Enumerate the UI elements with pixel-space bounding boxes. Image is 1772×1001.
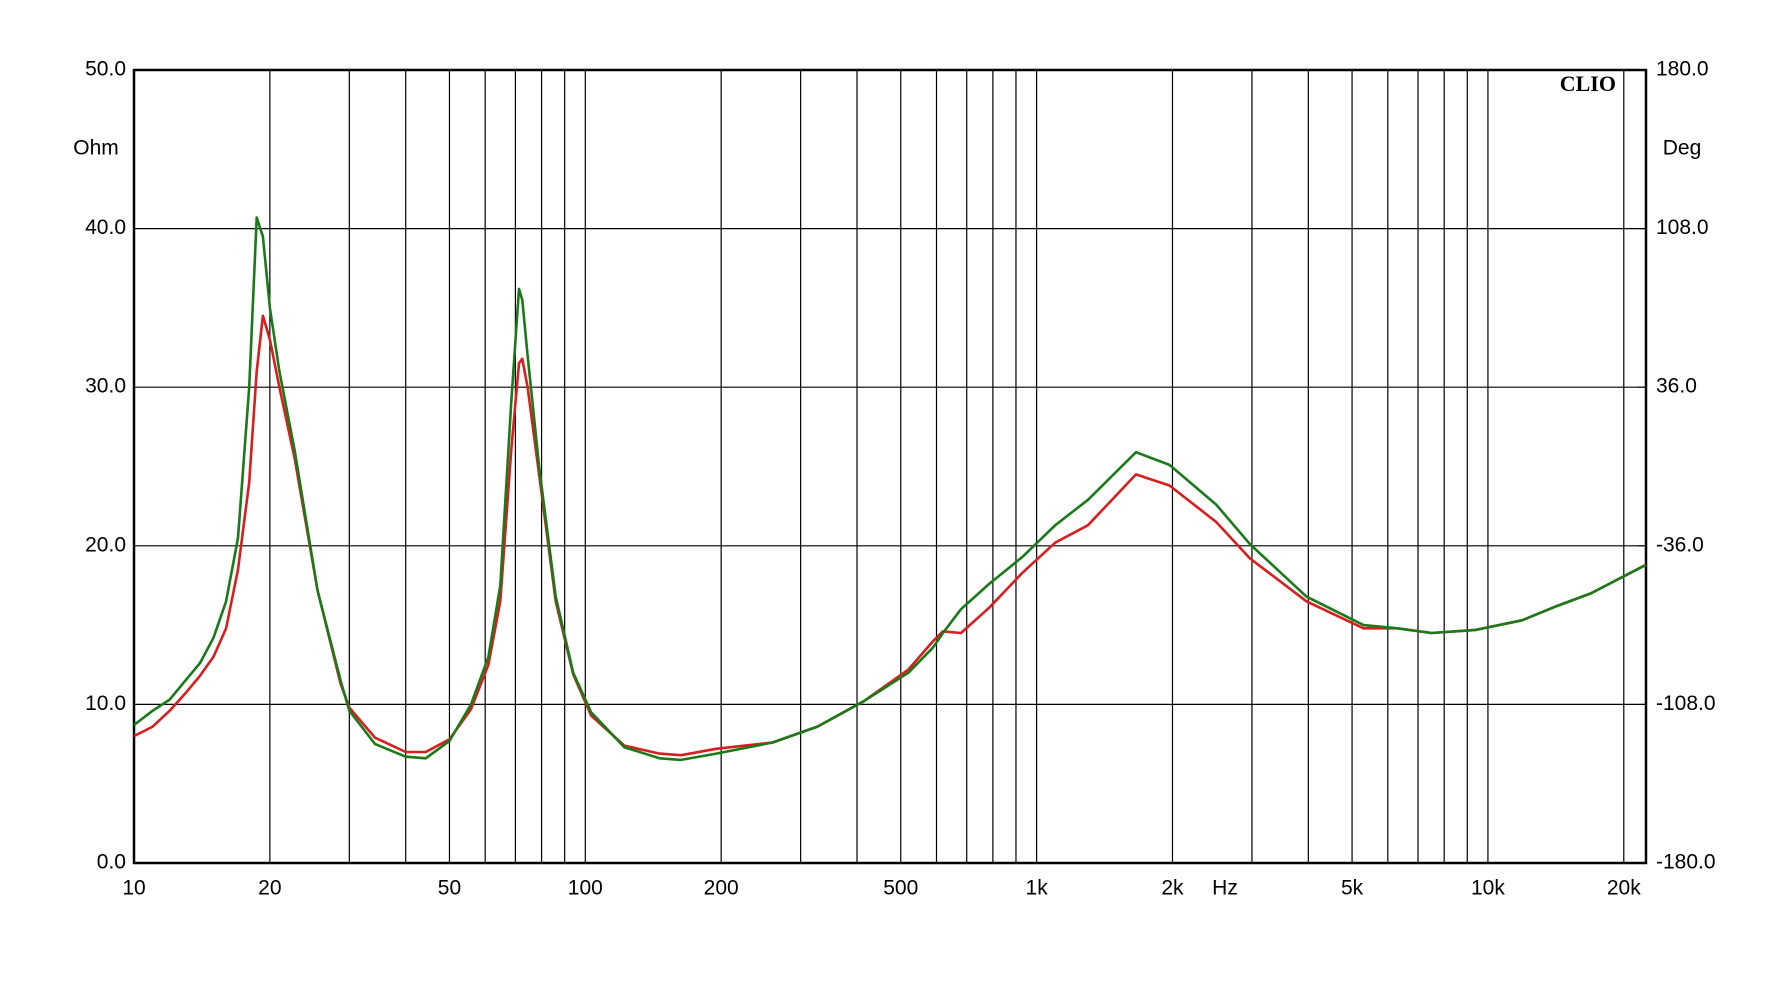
brand: CLIO [1560, 71, 1616, 96]
impedance-line [133, 216, 1647, 762]
y-tick-label: 40.0 [85, 216, 126, 239]
x-tick-label: 10k [1471, 877, 1505, 900]
x-tick-label: 500 [883, 877, 918, 900]
y-tick-label: 30.0 [85, 375, 126, 398]
x-tick-label: 50 [438, 877, 461, 900]
y2-tick-label: -36.0 [1656, 533, 1704, 556]
x-axis-label: Hz [1212, 877, 1238, 900]
x-tick-label: 1k [1026, 877, 1049, 900]
x-tick-label: 20 [258, 877, 281, 900]
y2-axis-label: Deg [1663, 137, 1702, 160]
plot-frame [132, 68, 1648, 865]
x-tick-label: 10 [122, 877, 145, 900]
y-tick-label: 10.0 [85, 692, 126, 715]
y2-tick-label: 108.0 [1656, 216, 1709, 239]
x-tick-label: 2k [1161, 877, 1184, 900]
y2-tick-label: 180.0 [1656, 58, 1709, 81]
y2-tick-label: -108.0 [1656, 692, 1716, 715]
y-tick-label: 20.0 [85, 533, 126, 556]
x-tick-label: 200 [704, 877, 739, 900]
y2-tick-label: -180.0 [1656, 851, 1716, 874]
x-tick-label: 100 [568, 877, 603, 900]
y2-tick-label: 36.0 [1656, 375, 1697, 398]
x-tick-label: 20k [1607, 877, 1641, 900]
y-tick-label: 50.0 [85, 58, 126, 81]
x-tick-label: 5k [1341, 877, 1364, 900]
y-axis-label: Ohm [73, 137, 119, 160]
y-tick-label: 0.0 [97, 851, 126, 874]
